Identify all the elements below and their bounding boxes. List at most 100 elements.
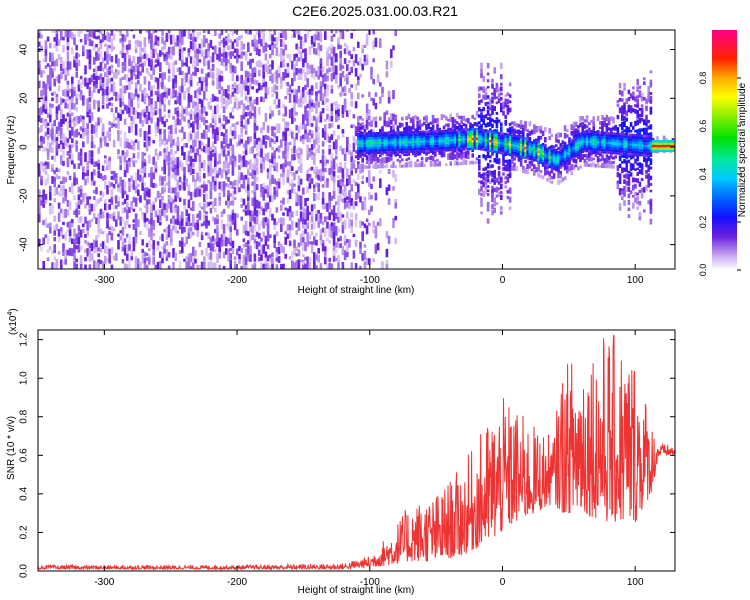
spectrogram-cell bbox=[178, 197, 182, 202]
spectrogram-cell bbox=[313, 139, 316, 149]
spectrogram-cell bbox=[196, 92, 199, 101]
spectrogram-cell bbox=[79, 157, 83, 166]
spectrogram-cell bbox=[418, 162, 422, 168]
spectrogram-cell bbox=[119, 30, 122, 37]
spectrogram-cell bbox=[211, 46, 215, 50]
spectrogram-cell bbox=[480, 173, 483, 179]
spectrogram-cell bbox=[453, 154, 457, 159]
spectrogram-cell bbox=[115, 54, 118, 64]
spectrogram-cell bbox=[84, 192, 87, 200]
spectrogram-cell bbox=[310, 151, 314, 155]
spectrogram-cell bbox=[62, 234, 65, 239]
spectrogram-cell bbox=[165, 203, 169, 213]
spectrogram-cell bbox=[86, 77, 89, 83]
spectrogram-cell bbox=[262, 30, 265, 32]
spectrogram-cell bbox=[486, 109, 490, 116]
spectrogram-cell bbox=[84, 36, 87, 45]
spectrogram-cell bbox=[77, 79, 81, 85]
spectrogram-cell bbox=[222, 161, 226, 165]
spectrogram-core-cell bbox=[517, 155, 521, 158]
spectrogram-cell bbox=[77, 53, 81, 58]
spectrogram-cell bbox=[82, 129, 85, 140]
spectrogram-cell bbox=[57, 143, 61, 149]
spectrogram-core-cell bbox=[506, 148, 510, 151]
spectrogram-cell bbox=[93, 80, 96, 87]
spectrogram-cell bbox=[244, 130, 248, 135]
spectrogram-cell bbox=[247, 245, 250, 256]
spectrogram-cell bbox=[462, 123, 466, 127]
spectrogram-core-cell bbox=[577, 148, 580, 152]
spectrogram-cell bbox=[209, 146, 213, 151]
spectrogram-core-cell bbox=[460, 140, 463, 144]
spectrogram-cell bbox=[181, 181, 184, 190]
spectrogram-cell bbox=[207, 262, 210, 269]
spectrogram-cell bbox=[200, 104, 204, 114]
spectrogram-cell bbox=[247, 42, 250, 53]
spectrogram-cell bbox=[280, 39, 283, 47]
spectrogram-cell bbox=[273, 132, 276, 138]
spectrogram-cell bbox=[409, 117, 413, 124]
spectrogram-core-cell bbox=[434, 149, 437, 153]
spectrogram-cell bbox=[319, 113, 323, 123]
spectrogram-core-cell bbox=[594, 140, 598, 144]
spectrogram-cell bbox=[482, 118, 485, 125]
spectrogram-core-cell bbox=[489, 142, 492, 145]
spectrogram-core-cell bbox=[451, 131, 455, 135]
spectrogram-cell bbox=[216, 161, 219, 165]
spectrogram-cell bbox=[82, 141, 85, 148]
spectrogram-core-cell bbox=[431, 144, 435, 148]
spectrogram-cell bbox=[280, 217, 283, 225]
spectrogram-cell bbox=[49, 79, 52, 87]
spectrogram-cell bbox=[200, 223, 204, 227]
spectrogram-cell bbox=[581, 153, 584, 160]
spectrogram-cell bbox=[101, 83, 105, 88]
spectrogram-core-cell bbox=[423, 140, 426, 143]
spectrogram-cell bbox=[253, 191, 257, 198]
spectrogram-cell bbox=[200, 184, 204, 188]
spectrogram-cell bbox=[482, 75, 485, 82]
spectrogram-cell bbox=[132, 65, 136, 73]
spectrogram-cell bbox=[137, 65, 140, 71]
spectrogram-cell bbox=[302, 241, 305, 252]
spectrogram-cell bbox=[319, 30, 323, 33]
spectrogram-cell bbox=[150, 56, 153, 65]
spectrogram-cell bbox=[339, 50, 342, 58]
spectrogram-cell bbox=[313, 261, 316, 269]
spectrogram-cell bbox=[71, 218, 74, 228]
spectrogram-cell bbox=[205, 125, 208, 130]
spectrogram-cell bbox=[284, 82, 287, 86]
spectrogram-cell bbox=[275, 207, 279, 213]
spectrogram-cell bbox=[108, 45, 111, 49]
spectrogram-cell bbox=[486, 178, 490, 183]
spectrogram-cell bbox=[209, 56, 213, 63]
spectrogram-core-cell bbox=[522, 156, 525, 159]
spectrogram-cell bbox=[88, 90, 92, 97]
spectrogram-cell bbox=[295, 253, 298, 257]
spectrogram-cell bbox=[341, 246, 345, 256]
spectrogram-cell bbox=[317, 183, 320, 192]
spectrogram-cell bbox=[128, 178, 131, 182]
spectrogram-cell bbox=[238, 83, 241, 93]
spectrogram-cell bbox=[220, 30, 224, 36]
spectrogram-core-cell bbox=[447, 144, 450, 147]
spectrogram-cell bbox=[159, 151, 162, 157]
spectrogram-cell bbox=[330, 228, 334, 239]
spectrogram-cell bbox=[134, 197, 138, 207]
spectrogram-cell bbox=[95, 51, 98, 61]
spectrogram-cell bbox=[458, 162, 461, 166]
spectrogram-cell bbox=[121, 66, 125, 73]
spectrogram-core-cell bbox=[557, 158, 560, 161]
spectrogram-cell bbox=[416, 120, 419, 127]
spectrogram-cell bbox=[383, 165, 386, 169]
spectrogram-cell bbox=[86, 108, 89, 118]
spectrogram-cell bbox=[339, 30, 342, 33]
spectrogram-cell bbox=[192, 246, 195, 256]
spectrogram-cell bbox=[240, 265, 243, 269]
spectrogram-cell bbox=[273, 222, 276, 231]
spectrogram-cell bbox=[148, 154, 151, 164]
spectrogram-cell bbox=[75, 95, 78, 105]
spectrogram-cell bbox=[123, 247, 127, 256]
spectrogram-cell bbox=[302, 134, 305, 140]
spectrogram-core-cell bbox=[403, 148, 406, 151]
spectrogram-cell bbox=[266, 218, 270, 224]
